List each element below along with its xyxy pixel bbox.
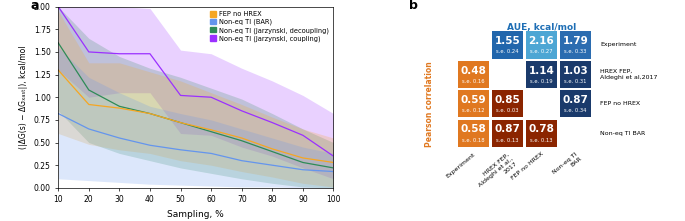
Text: 0.48: 0.48 <box>460 66 486 76</box>
Text: 0.58: 0.58 <box>460 124 486 134</box>
Legend: FEP no HREX, Non-eq TI (BAR), Non-eq TI (Jarzynski, decoupling), Non-eq TI (Jarz: FEP no HREX, Non-eq TI (BAR), Non-eq TI … <box>209 10 330 43</box>
Text: 0.87: 0.87 <box>495 124 520 134</box>
FancyBboxPatch shape <box>492 90 523 117</box>
Text: 1.79: 1.79 <box>562 36 588 46</box>
FancyBboxPatch shape <box>526 120 557 147</box>
X-axis label: Sampling, %: Sampling, % <box>167 210 224 219</box>
Text: 0.78: 0.78 <box>528 124 554 134</box>
Text: s.e. 0.16: s.e. 0.16 <box>462 79 484 84</box>
Text: s.e. 0.33: s.e. 0.33 <box>564 49 586 54</box>
FancyBboxPatch shape <box>560 31 591 59</box>
Text: Experiment: Experiment <box>445 152 476 179</box>
FancyBboxPatch shape <box>560 61 591 88</box>
Text: s.e. 0.13: s.e. 0.13 <box>496 137 519 143</box>
FancyBboxPatch shape <box>458 120 488 147</box>
Text: AUE, kcal/mol: AUE, kcal/mol <box>507 23 576 32</box>
Text: s.e. 0.18: s.e. 0.18 <box>462 137 484 143</box>
Text: Pearson correlation: Pearson correlation <box>425 61 434 147</box>
Text: s.e. 0.12: s.e. 0.12 <box>462 108 484 113</box>
Text: 2.16: 2.16 <box>528 36 554 46</box>
Text: 0.85: 0.85 <box>495 95 520 105</box>
Text: a: a <box>31 0 39 12</box>
Text: FEP no HREX: FEP no HREX <box>600 101 640 106</box>
FancyBboxPatch shape <box>492 31 523 59</box>
Text: Experiment: Experiment <box>600 42 636 48</box>
Text: s.e. 0.13: s.e. 0.13 <box>530 137 553 143</box>
FancyBboxPatch shape <box>526 31 557 59</box>
Y-axis label: (|ΔG(s) − ΔGₓₐₛₜ|), kcal/mol: (|ΔG(s) − ΔGₓₐₛₜ|), kcal/mol <box>19 46 28 149</box>
FancyBboxPatch shape <box>560 90 591 117</box>
Text: 1.03: 1.03 <box>562 66 588 76</box>
Text: s.e. 0.31: s.e. 0.31 <box>564 79 586 84</box>
Text: HREX FEP,
Aldeghi et al,2017: HREX FEP, Aldeghi et al,2017 <box>600 69 658 80</box>
Text: s.e. 0.03: s.e. 0.03 <box>496 108 519 113</box>
Text: b: b <box>409 0 418 12</box>
Text: s.e. 0.19: s.e. 0.19 <box>530 79 553 84</box>
FancyBboxPatch shape <box>458 90 488 117</box>
Text: FEP no HREX: FEP no HREX <box>510 152 545 181</box>
FancyBboxPatch shape <box>458 61 488 88</box>
Text: s.e. 0.24: s.e. 0.24 <box>496 49 519 54</box>
Text: Non-eq TI BAR: Non-eq TI BAR <box>600 131 645 136</box>
Text: 1.14: 1.14 <box>528 66 554 76</box>
FancyBboxPatch shape <box>492 120 523 147</box>
FancyBboxPatch shape <box>526 61 557 88</box>
Text: s.e. 0.34: s.e. 0.34 <box>564 108 586 113</box>
Text: Non-eq TI
BAR: Non-eq TI BAR <box>552 152 582 179</box>
Text: 0.59: 0.59 <box>460 95 486 105</box>
Text: 0.87: 0.87 <box>562 95 588 105</box>
Text: HREX FEP,
Aldeghi et al.,
2017: HREX FEP, Aldeghi et al., 2017 <box>474 152 518 192</box>
Text: 1.55: 1.55 <box>495 36 520 46</box>
Text: s.e. 0.27: s.e. 0.27 <box>530 49 553 54</box>
